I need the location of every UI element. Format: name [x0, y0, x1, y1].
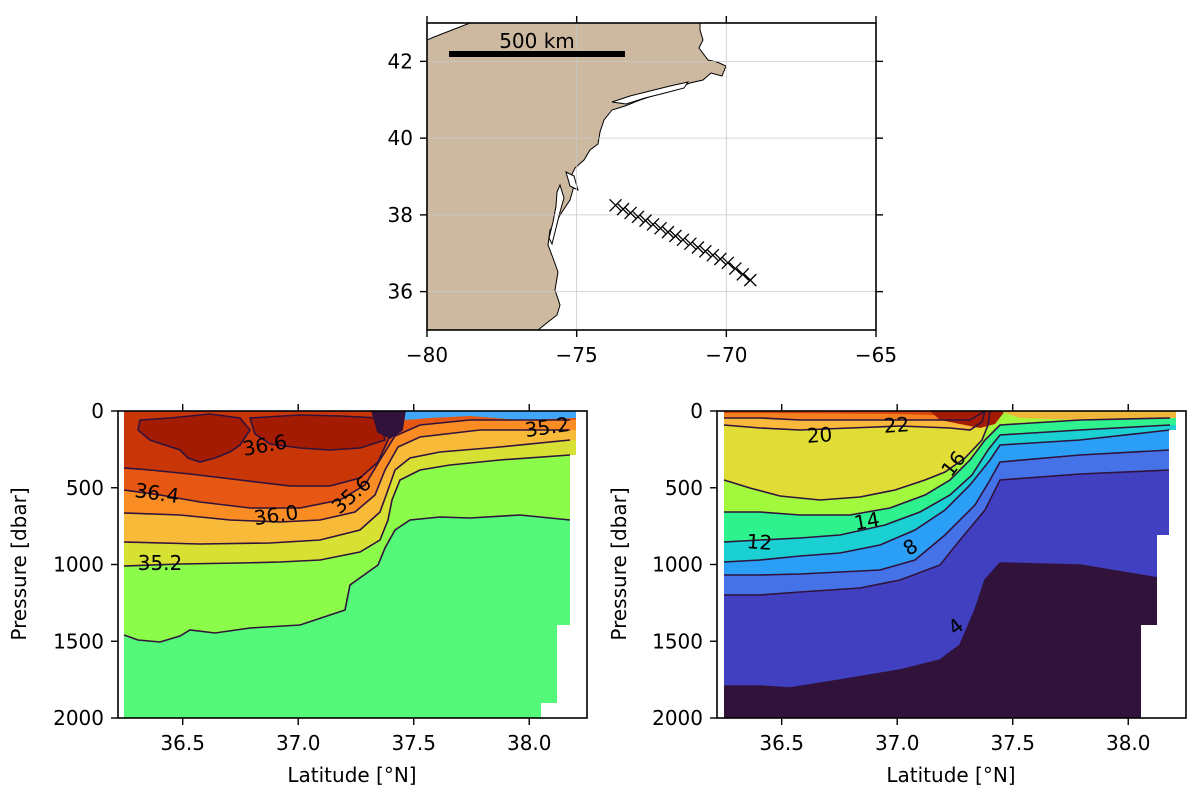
map-y-tick-label: 40: [388, 126, 413, 150]
x-tick-label: 37.5: [391, 731, 436, 755]
map-y-axis: 36 38 40 42: [388, 49, 883, 304]
x-tick-label: 37.0: [875, 731, 920, 755]
contour-label: 22: [883, 412, 910, 438]
map-gridlines: [427, 23, 876, 330]
x-tick-label: 38.0: [507, 731, 552, 755]
station-marker: [736, 267, 750, 281]
great-lakes-edge: [427, 23, 471, 41]
temp-y-label: Pressure [dbar]: [607, 487, 631, 640]
salinity-mask-right: [570, 455, 587, 718]
x-tick-label: 37.0: [276, 731, 321, 755]
temp-y-axis: 0 500 1000 1500 2000: [652, 399, 717, 730]
temp-x-label: Latitude [°N]: [886, 763, 1015, 787]
long-island: [611, 81, 690, 105]
contour-label: 12: [746, 529, 773, 555]
y-tick-label: 500: [665, 476, 703, 500]
map-y-tick-label: 36: [388, 280, 413, 304]
station-marker: [624, 206, 638, 220]
map-x-tick-label: −70: [705, 343, 747, 367]
y-tick-label: 1500: [53, 629, 104, 653]
map-y-tick-label: 38: [388, 203, 413, 227]
contour-label: 35.2: [138, 551, 183, 575]
y-tick-label: 2000: [652, 706, 703, 730]
salinity-y-axis: 0 500 1000 1500 2000: [53, 399, 118, 730]
station-marker: [609, 198, 623, 212]
map-y-tick-label: 42: [388, 49, 413, 73]
map-frame: [426, 22, 877, 331]
station-markers: [609, 198, 757, 287]
temp-mask-bottom-step: [1141, 625, 1157, 718]
salinity-x-label: Latitude [°N]: [287, 763, 416, 787]
x-tick-label: 37.5: [990, 731, 1035, 755]
contour-label: 20: [806, 422, 833, 448]
scale-bar-label: 500 km: [499, 29, 575, 53]
station-marker: [713, 252, 727, 266]
station-marker: [683, 237, 697, 251]
temp-x-axis: 36.5 37.0 37.5 38.0: [759, 404, 1151, 755]
station-marker: [721, 256, 735, 270]
temp-band-22-24: [724, 411, 985, 416]
temp-surface-north: [1000, 411, 1176, 420]
map-x-tick-label: −65: [855, 343, 897, 367]
station-marker: [691, 241, 705, 254]
station-marker: [743, 273, 757, 287]
station-marker: [646, 218, 660, 231]
map-x-tick-label: −75: [556, 343, 598, 367]
x-tick-label: 38.0: [1106, 731, 1151, 755]
salinity-contour-lines: [123, 411, 571, 643]
station-marker: [706, 248, 720, 262]
x-tick-label: 36.5: [160, 731, 205, 755]
y-tick-label: 2000: [53, 706, 104, 730]
map-x-tick-label: −80: [406, 343, 448, 367]
y-tick-label: 1000: [53, 553, 104, 577]
map-x-axis: −80 −75 −70 −65: [406, 16, 897, 367]
x-tick-label: 36.5: [759, 731, 804, 755]
y-tick-label: 0: [690, 399, 703, 423]
salinity-x-axis: 36.5 37.0 37.5 38.0: [160, 404, 552, 755]
station-marker: [661, 225, 675, 239]
temp-mask-right: [1169, 430, 1186, 718]
station-marker: [728, 262, 742, 276]
delaware-bay: [565, 171, 579, 191]
y-tick-label: 0: [91, 399, 104, 423]
salinity-mask-bottom-step: [541, 703, 557, 718]
y-tick-label: 500: [66, 476, 104, 500]
station-marker: [676, 233, 690, 247]
temp-contour-lines: [723, 411, 1171, 689]
station-marker: [616, 202, 630, 216]
station-marker: [654, 221, 667, 235]
y-tick-label: 1000: [652, 553, 703, 577]
map-land: [427, 23, 727, 330]
station-marker: [698, 244, 712, 258]
station-marker: [639, 214, 652, 228]
contour-label: 14: [852, 507, 881, 535]
station-marker: [631, 210, 645, 224]
temp-band-16-18: [724, 411, 990, 500]
salinity-panel: 36.636.436.0 35.635.235.2 36.5 37.0 37.5 38.…: [7, 399, 588, 787]
salinity-surface-fresh: [404, 411, 576, 420]
salinity-y-label: Pressure [dbar]: [7, 487, 31, 640]
map-panel: 500 km −80 −75 −70 −65 36 38 40 42: [388, 16, 897, 367]
y-tick-label: 1500: [652, 629, 703, 653]
station-marker: [668, 229, 682, 243]
